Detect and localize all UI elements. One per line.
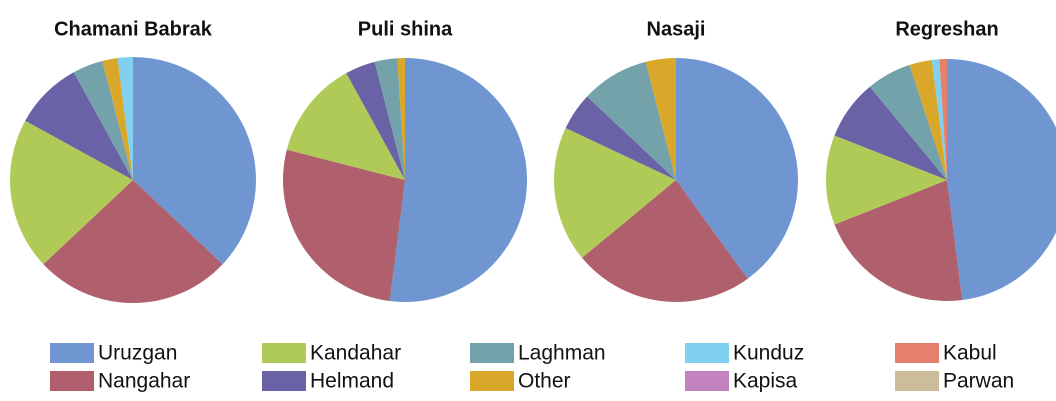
legend-label: Parwan — [943, 370, 1014, 393]
legend-swatch — [685, 371, 729, 391]
pie-slice — [869, 64, 947, 180]
legend-swatch — [262, 371, 306, 391]
legend-label: Other — [518, 370, 571, 393]
pie-slice — [397, 58, 405, 180]
pie-slice — [587, 61, 676, 180]
legend-swatch — [470, 371, 514, 391]
pie-slice — [834, 180, 963, 301]
legend-swatch — [895, 343, 939, 363]
pie-slice — [102, 57, 133, 180]
pie-slice — [346, 61, 405, 180]
legend-swatch — [470, 343, 514, 363]
pie-slice — [553, 128, 676, 258]
legend-label: Laghman — [518, 342, 606, 365]
pie-slice — [374, 58, 405, 180]
legend-label: Nangahar — [98, 370, 190, 393]
pie-slice — [283, 149, 405, 302]
chart-title: Nasaji — [647, 18, 706, 40]
pie-slice — [826, 135, 947, 225]
pie-slice — [939, 59, 947, 180]
pie-slice — [581, 180, 748, 302]
pie-slice — [389, 58, 528, 302]
pie-slice — [834, 86, 947, 180]
chart-title: Puli shina — [358, 18, 453, 40]
legend-label: Helmand — [310, 370, 394, 393]
pie-slice — [43, 180, 223, 303]
chart-title: Regreshan — [895, 18, 998, 40]
legend-label: Kunduz — [733, 342, 804, 365]
legend-label: Kabul — [943, 342, 997, 365]
pie-slice — [565, 96, 676, 180]
pie-slice — [25, 72, 133, 180]
pie-slice — [9, 120, 133, 265]
legend-label: Kapisa — [733, 370, 798, 393]
legend-swatch — [50, 343, 94, 363]
legend-swatch — [895, 371, 939, 391]
pie-slice — [645, 58, 676, 180]
chart-title: Chamani Babrak — [54, 18, 213, 40]
legend-swatch — [262, 343, 306, 363]
pie-slice — [286, 73, 405, 180]
legend-label: Kandahar — [310, 342, 401, 365]
pie-slice — [909, 59, 947, 181]
pie-slice — [133, 57, 256, 265]
pie-slice — [117, 57, 133, 180]
pie-slice — [931, 59, 947, 180]
legend-label: Uruzgan — [98, 342, 177, 365]
legend-swatch — [685, 343, 729, 363]
plots: Chamani Babrak Puli shina Nasaji Regreshan — [9, 18, 1056, 303]
legend-swatch — [50, 371, 94, 391]
pie-slice — [73, 60, 133, 180]
pie-slice — [676, 58, 798, 279]
pie-slice — [947, 59, 1056, 301]
